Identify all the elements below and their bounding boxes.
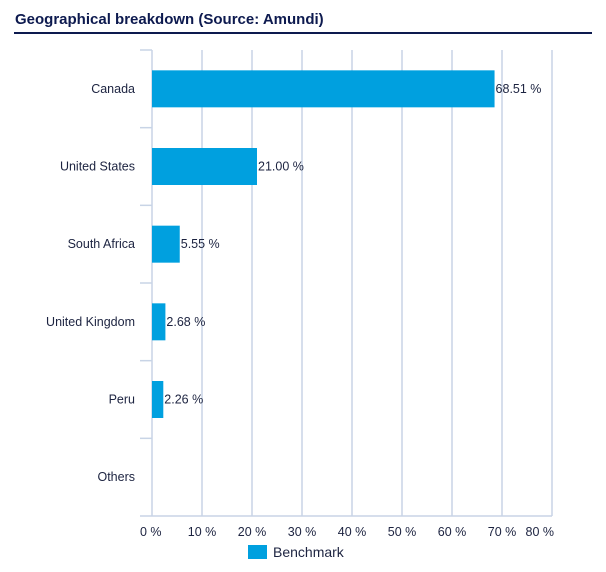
title-divider bbox=[14, 32, 592, 34]
x-tick-label: 80 % bbox=[526, 525, 555, 539]
data-label: 5.55 % bbox=[181, 237, 220, 251]
data-label: 2.68 % bbox=[166, 315, 205, 329]
x-tick-label: 30 % bbox=[288, 525, 317, 539]
x-tick-label: 40 % bbox=[338, 525, 367, 539]
bar-south-africa bbox=[152, 225, 180, 263]
legend-label: Benchmark bbox=[273, 544, 345, 560]
category-label: Peru bbox=[109, 393, 135, 407]
x-tick-label: 0 % bbox=[140, 525, 162, 539]
bar-peru bbox=[152, 381, 164, 418]
category-label: United Kingdom bbox=[46, 315, 135, 329]
x-tick-label: 70 % bbox=[488, 525, 517, 539]
x-tick-label: 10 % bbox=[188, 525, 217, 539]
bar-united-states bbox=[152, 148, 257, 185]
data-label: 2.26 % bbox=[164, 393, 203, 407]
category-label: South Africa bbox=[68, 237, 135, 251]
category-label: Others bbox=[97, 470, 135, 484]
bar-canada bbox=[152, 70, 495, 108]
x-tick-label: 20 % bbox=[238, 525, 267, 539]
data-label: 68.51 % bbox=[496, 82, 542, 96]
legend-swatch bbox=[248, 545, 267, 559]
category-label: Canada bbox=[91, 82, 135, 96]
category-label: United States bbox=[60, 160, 135, 174]
chart-title: Geographical breakdown (Source: Amundi) bbox=[15, 11, 324, 28]
x-tick-label: 60 % bbox=[438, 525, 467, 539]
bar-united-kingdom bbox=[152, 303, 166, 341]
x-tick-label: 50 % bbox=[388, 525, 417, 539]
data-label: 21.00 % bbox=[258, 160, 304, 174]
